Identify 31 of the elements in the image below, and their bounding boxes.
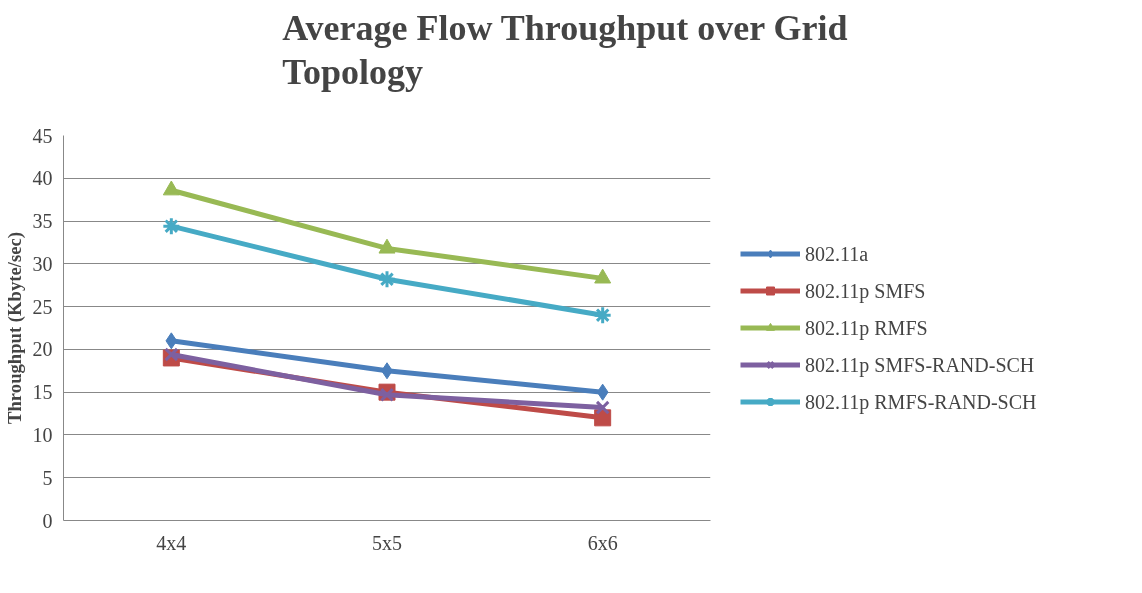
- point: [161, 216, 181, 236]
- legend-label: 802.11p SMFS: [805, 279, 926, 302]
- y-tick-label: 25: [32, 295, 53, 318]
- point: [596, 383, 609, 401]
- y-tick-label: 10: [32, 423, 53, 446]
- point: [162, 180, 180, 196]
- y-tick-label: 30: [32, 252, 53, 275]
- point: [594, 268, 612, 284]
- legend-label: 802.11a: [805, 242, 869, 265]
- point: [379, 387, 395, 402]
- legend-label: 802.11p SMFS-RAND-SCH: [805, 353, 1035, 376]
- y-axis-title: Throughput (Kbyte/sec): [3, 232, 26, 424]
- x-tick-label: 6x6: [587, 531, 618, 554]
- point: [595, 400, 610, 415]
- x-tick-label: 4x4: [156, 531, 187, 554]
- legend-label: 802.11p RMFS: [805, 316, 928, 339]
- x-tick-label: 5x5: [372, 531, 402, 554]
- y-tick-label: 45: [32, 124, 53, 147]
- point: [377, 269, 397, 289]
- point: [164, 347, 179, 362]
- point: [378, 238, 396, 254]
- y-tick-label: 35: [32, 210, 53, 233]
- y-tick-label: 40: [32, 167, 53, 190]
- y-tick-label: 5: [42, 466, 53, 489]
- y-tick-label: 0: [42, 509, 53, 532]
- point: [593, 305, 613, 325]
- point: [165, 332, 178, 350]
- y-tick-label: 20: [32, 338, 53, 361]
- legend-label: 802.11p RMFS-RAND-SCH: [805, 390, 1037, 413]
- chart-title: Average Flow Throughput over Grid Topology: [282, 7, 848, 92]
- y-tick-label: 15: [32, 381, 53, 404]
